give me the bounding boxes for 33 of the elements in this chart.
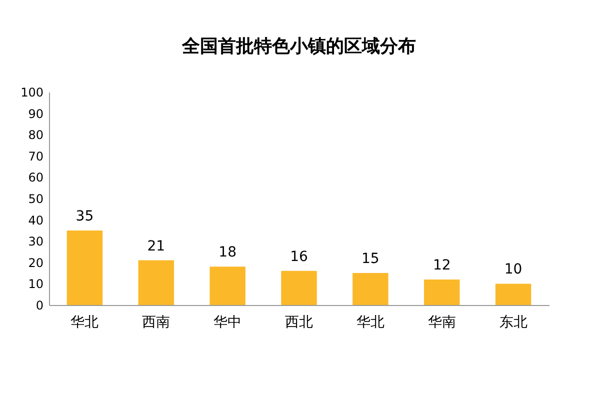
x-tick-label: 华北 [356, 314, 384, 330]
data-label: 10 [504, 262, 522, 278]
data-label: 21 [147, 238, 166, 254]
data-label: 18 [218, 244, 236, 261]
data-label: 12 [432, 257, 451, 274]
y-tick-label: 10 [28, 277, 44, 292]
y-tick-label: 70 [28, 149, 44, 164]
data-label: 15 [362, 251, 380, 268]
y-tick-label: 40 [28, 213, 44, 228]
y-tick-label: 0 [36, 298, 44, 312]
chart-title: 全国首批特色小镇的区域分布 [181, 36, 416, 57]
x-tick-label: 华中 [214, 314, 242, 330]
y-tick-label: 20 [28, 256, 44, 270]
bar [352, 273, 388, 305]
bar [210, 266, 246, 305]
x-tick-label: 华北 [70, 314, 99, 330]
data-label: 35 [76, 208, 94, 224]
y-tick-label: 60 [28, 170, 44, 185]
bar [495, 284, 532, 305]
y-tick-label: 50 [28, 192, 44, 206]
y-tick-label: 90 [28, 106, 44, 121]
y-tick-label: 30 [28, 234, 44, 249]
bar [281, 270, 317, 305]
bar [138, 260, 174, 305]
data-label: 16 [290, 248, 308, 265]
x-tick-label: 西北 [285, 314, 313, 330]
bar [424, 279, 460, 305]
x-tick-label: 东北 [499, 314, 528, 330]
x-tick-label: 西南 [142, 314, 170, 330]
x-tick-label: 华南 [428, 314, 456, 330]
y-tick-label: 100 [20, 86, 44, 100]
bar [66, 230, 103, 305]
y-tick-label: 80 [28, 128, 44, 142]
